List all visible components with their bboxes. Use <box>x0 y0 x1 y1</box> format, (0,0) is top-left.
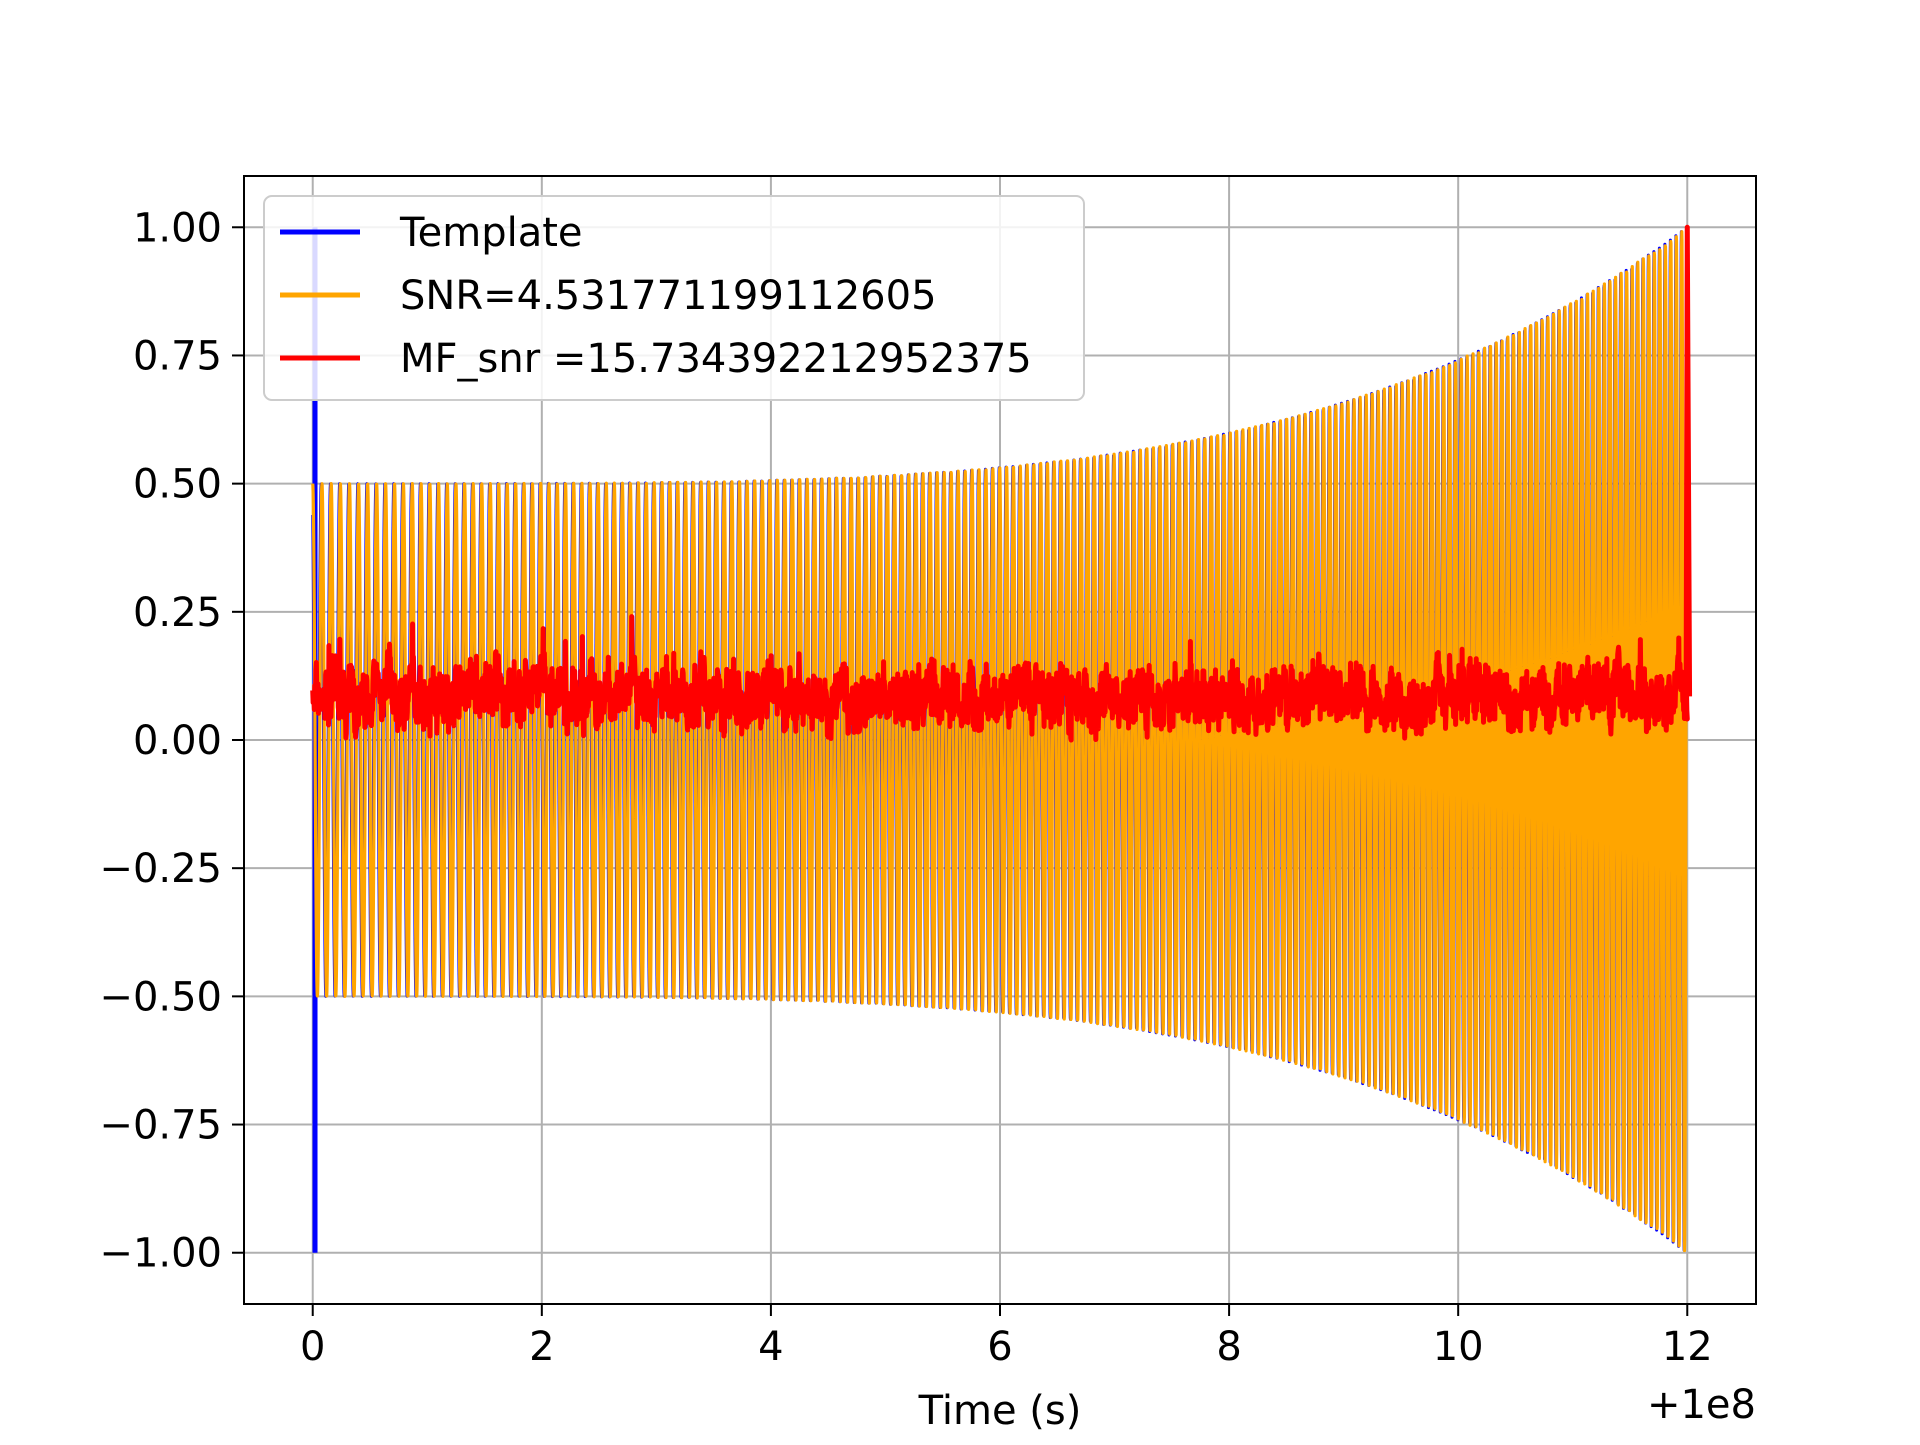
x-tick-label: 10 <box>1433 1324 1484 1370</box>
y-tick-label: −0.50 <box>99 974 222 1020</box>
legend-box <box>263 195 1085 401</box>
legend: Template SNR=4.531771199112605 MF_snr =15.… <box>263 195 1085 401</box>
y-tick-label: −0.75 <box>99 1103 222 1149</box>
series-line <box>311 227 1689 1253</box>
x-tick-label: 6 <box>987 1324 1012 1370</box>
legend-label: SNR=4.531771199112605 <box>400 273 937 319</box>
ticks: 0 2 4 6 8 10 12 1.00 0.75 0.50 0.25 0.00 −0.25 −0.50 −… <box>99 205 1712 1370</box>
x-tick-label: 8 <box>1216 1324 1241 1370</box>
y-tick-label: 1.00 <box>133 205 222 251</box>
x-tick-label: 4 <box>758 1324 783 1370</box>
x-axis-offset-text: +1e8 <box>1647 1382 1756 1428</box>
y-tick-label: 0.25 <box>133 590 222 636</box>
y-tick-label: 0.75 <box>133 333 222 379</box>
y-tick-label: −1.00 <box>99 1231 222 1277</box>
series-line <box>310 224 1693 743</box>
x-tick-label: 0 <box>300 1324 325 1370</box>
y-tick-label: 0.00 <box>133 718 222 764</box>
legend-label: MF_snr =15.734392212952375 <box>400 336 1032 382</box>
legend-label: Template <box>399 210 583 256</box>
y-tick-label: −0.25 <box>99 846 222 892</box>
x-axis-label: Time (s) <box>918 1388 1082 1434</box>
x-tick-label: 12 <box>1662 1324 1713 1370</box>
y-tick-label: 0.50 <box>133 462 222 508</box>
x-tick-label: 2 <box>529 1324 554 1370</box>
